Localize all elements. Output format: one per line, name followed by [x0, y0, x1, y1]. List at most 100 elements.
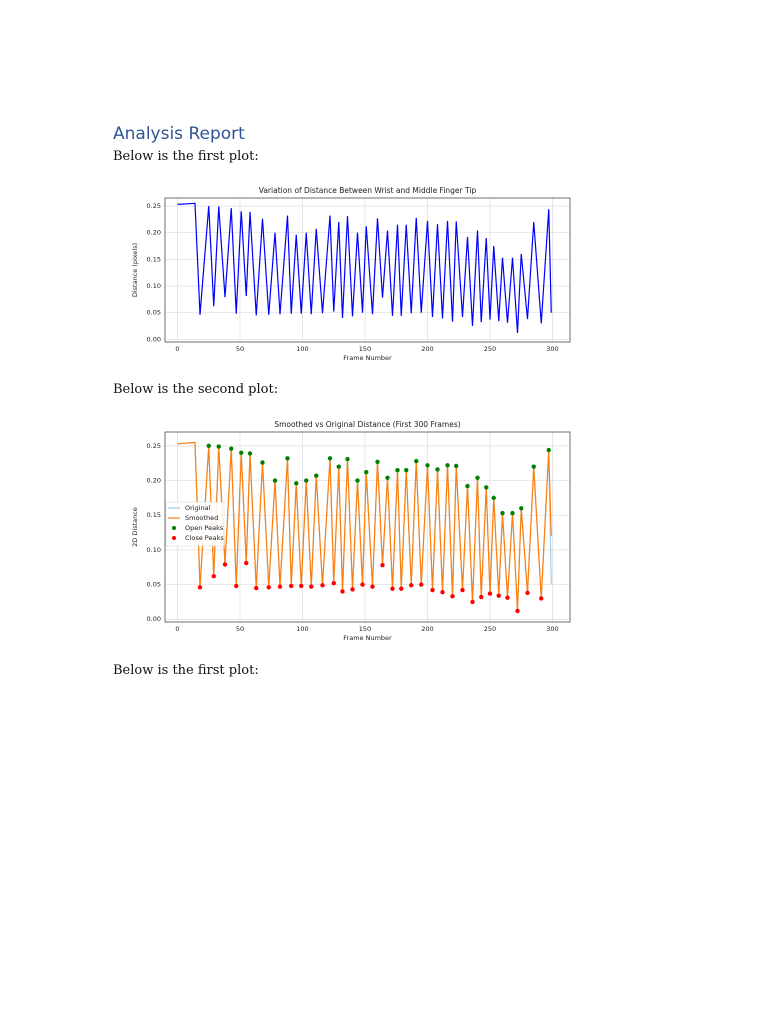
peak-point — [247, 451, 253, 456]
peak-point — [479, 594, 484, 600]
peak-point — [496, 593, 501, 598]
peak-point — [294, 481, 299, 486]
peak-point — [525, 590, 530, 596]
peak-point — [320, 583, 325, 588]
peak-point — [336, 464, 341, 469]
y-tick-label: 0.05 — [147, 309, 161, 317]
peak-point — [519, 506, 524, 511]
peak-point — [531, 464, 536, 469]
peak-point — [327, 456, 333, 461]
peak-point — [211, 574, 216, 579]
peak-point — [375, 459, 380, 465]
peak-point — [244, 560, 249, 566]
peak-point — [299, 583, 304, 589]
peak-point — [505, 595, 510, 600]
peak-point — [260, 460, 265, 465]
peak-point — [484, 485, 489, 490]
y-tick-label: 0.10 — [147, 282, 161, 290]
line — [177, 202, 552, 333]
x-axis-label: Frame Number — [343, 634, 392, 642]
peak-point — [491, 495, 496, 501]
peak-point — [197, 585, 203, 590]
peak-point — [364, 470, 369, 475]
y-tick-label: 0.25 — [147, 442, 161, 450]
peak-point — [430, 587, 435, 593]
legend-label: Smoothed — [185, 514, 218, 522]
peak-point — [360, 582, 365, 587]
peak-point — [222, 562, 228, 567]
y-tick-label: 0.00 — [147, 335, 161, 343]
peak-point — [404, 467, 409, 473]
peak-point — [470, 599, 475, 605]
x-tick-label: 250 — [484, 345, 496, 353]
peak-point — [395, 467, 400, 473]
peak-point — [419, 582, 424, 587]
legend-label: Original — [185, 504, 211, 512]
peak-point — [487, 591, 493, 596]
peak-point — [216, 444, 221, 449]
peak-point — [440, 589, 445, 595]
y-axis-label: 2D Distance — [131, 507, 139, 547]
peak-point — [510, 510, 515, 516]
peak-point — [229, 446, 234, 451]
peak-point — [475, 475, 480, 480]
peak-point — [272, 478, 278, 483]
x-tick-label: 50 — [236, 345, 244, 353]
x-tick-label: 300 — [546, 345, 558, 353]
y-tick-label: 0.20 — [147, 229, 161, 237]
x-tick-label: 200 — [421, 345, 433, 353]
peak-point — [546, 447, 551, 453]
peak-point — [450, 594, 455, 599]
peak-point — [390, 586, 395, 591]
peak-point — [380, 562, 385, 568]
peak-point — [409, 583, 414, 588]
legend-swatch — [172, 536, 176, 540]
x-tick-label: 0 — [175, 345, 179, 353]
paragraph: Below is the first plot: — [113, 149, 259, 164]
peak-point — [515, 608, 520, 614]
legend-label: Open Peaks — [185, 524, 224, 532]
peak-point — [314, 473, 319, 478]
chart-title: Variation of Distance Between Wrist and … — [259, 186, 477, 195]
x-tick-label: 200 — [421, 625, 433, 633]
x-tick-label: 150 — [359, 625, 371, 633]
x-tick-label: 50 — [236, 625, 244, 633]
x-tick-label: 300 — [546, 625, 558, 633]
y-axis-label: Distance (pixels) — [131, 243, 139, 297]
peak-point — [266, 585, 271, 590]
peak-point — [331, 580, 336, 586]
peak-point — [345, 456, 350, 462]
peak-point — [277, 584, 283, 589]
legend-swatch — [172, 526, 176, 530]
peak-point — [445, 463, 450, 468]
y-tick-label: 0.20 — [147, 477, 161, 485]
plot-frame — [164, 431, 571, 623]
peak-point — [414, 458, 419, 464]
x-tick-label: 100 — [296, 345, 308, 353]
peak-point — [239, 450, 244, 456]
y-tick-label: 0.05 — [147, 581, 161, 589]
peak-point — [309, 584, 314, 589]
peak-point — [454, 463, 459, 469]
x-tick-label: 0 — [175, 625, 179, 633]
peak-point — [340, 589, 345, 594]
y-tick-label: 0.25 — [147, 202, 161, 210]
peak-point — [399, 586, 404, 591]
peak-point — [385, 475, 390, 480]
y-tick-label: 0.15 — [147, 255, 161, 263]
peak-point — [289, 583, 294, 589]
peak-point — [539, 596, 544, 601]
peak-point — [460, 587, 465, 593]
x-tick-label: 150 — [359, 345, 371, 353]
peak-point — [465, 483, 470, 489]
plot-frame — [164, 197, 571, 343]
heading: Analysis Report — [113, 124, 245, 144]
peak-point — [435, 467, 440, 472]
peak-point — [304, 478, 309, 483]
x-tick-label: 100 — [296, 625, 308, 633]
peak-point — [350, 587, 355, 592]
paragraph: Below is the first plot: — [113, 663, 259, 678]
peak-point — [254, 585, 259, 591]
